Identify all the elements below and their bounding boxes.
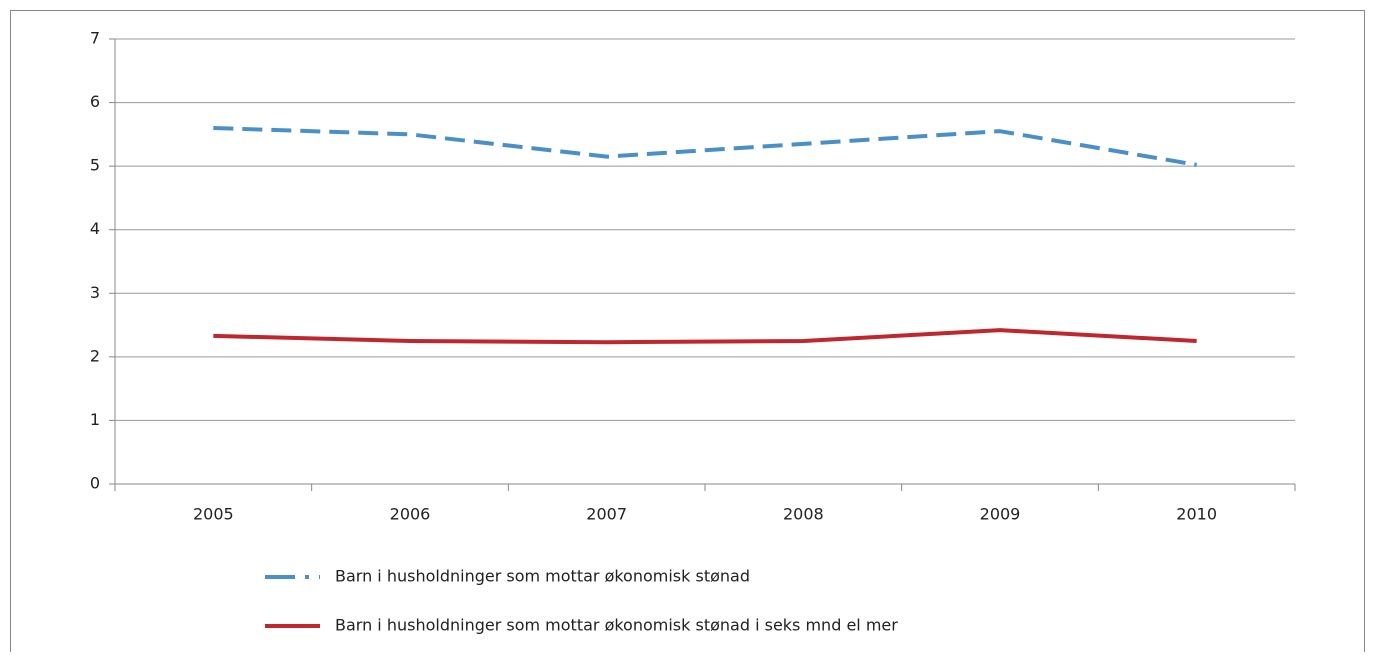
series-line xyxy=(213,126,1198,167)
x-tick-label: 2005 xyxy=(193,505,234,524)
y-tick-label: 7 xyxy=(90,29,100,48)
legend-label: Barn i husholdninger som mottar økonomis… xyxy=(335,567,750,586)
x-tick-label: 2010 xyxy=(1176,505,1217,524)
y-tick-label: 3 xyxy=(90,283,100,302)
x-tick-label: 2007 xyxy=(586,505,627,524)
x-tick-label: 2006 xyxy=(390,505,431,524)
y-tick-label: 6 xyxy=(90,92,100,111)
y-tick-label: 1 xyxy=(90,410,100,429)
chart-frame xyxy=(10,10,1365,656)
series-line xyxy=(213,328,1197,345)
legend-label: Barn i husholdninger som mottar økonomis… xyxy=(335,616,898,635)
y-tick-label: 0 xyxy=(90,474,100,493)
y-tick-label: 2 xyxy=(90,346,100,365)
x-tick-label: 2008 xyxy=(783,505,824,524)
y-tick-label: 5 xyxy=(90,156,100,175)
x-tick-label: 2009 xyxy=(980,505,1021,524)
y-tick-label: 4 xyxy=(90,219,100,238)
